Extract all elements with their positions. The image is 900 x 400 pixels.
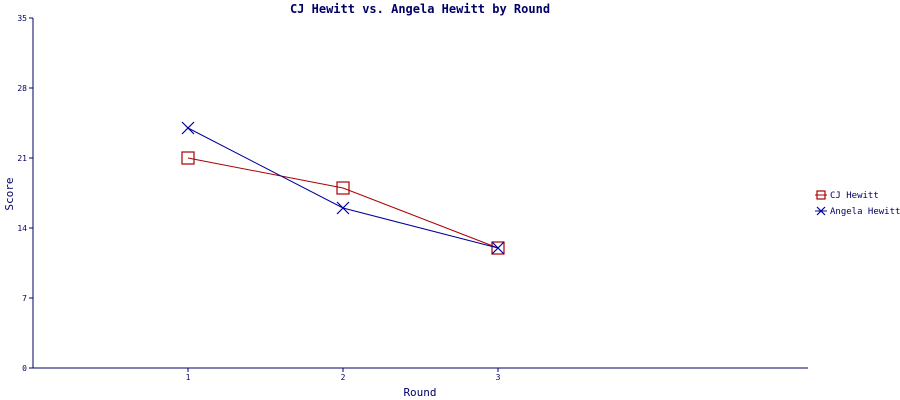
- marker-stroke: [816, 206, 826, 216]
- y-tick-label: 21: [17, 154, 27, 163]
- data-point-square: [491, 241, 505, 255]
- marker-stroke: [491, 241, 505, 255]
- y-tick-label: 0: [22, 364, 27, 373]
- series-cj-hewitt: [181, 151, 505, 255]
- data-point-x: [181, 121, 195, 135]
- axis-ticks: 0 7 14 21 28 35 1 2 3: [17, 14, 500, 382]
- legend-label: Angela Hewitt: [830, 207, 900, 217]
- legend: CJ Hewitt Angela Hewitt: [815, 190, 900, 217]
- x-tick-label: 3: [496, 373, 501, 382]
- data-point-x: [491, 241, 505, 255]
- data-point-square: [336, 181, 350, 195]
- legend-label: CJ Hewitt: [830, 191, 879, 201]
- marker-stroke: [181, 121, 195, 135]
- x-tick-label: 2: [341, 373, 346, 382]
- legend-item: CJ Hewitt: [815, 190, 879, 201]
- data-point-x: [336, 201, 350, 215]
- y-tick-label: 7: [22, 294, 27, 303]
- series-angela-hewitt: [181, 121, 505, 255]
- legend-item: Angela Hewitt: [815, 206, 900, 217]
- y-tick-label: 14: [17, 224, 27, 233]
- data-point-square: [816, 190, 826, 200]
- x-tick-label: 1: [186, 373, 191, 382]
- series-line: [187, 157, 499, 249]
- series-layer: [181, 121, 505, 255]
- data-point-x: [816, 206, 826, 216]
- y-tick-label: 35: [17, 14, 27, 23]
- y-tick-label: 28: [17, 84, 27, 93]
- marker-stroke: [336, 201, 350, 215]
- y-axis-label: Score: [3, 177, 16, 210]
- chart-title: CJ Hewitt vs. Angela Hewitt by Round: [290, 2, 550, 16]
- x-axis-label: Round: [403, 386, 436, 399]
- data-point-square: [181, 151, 195, 165]
